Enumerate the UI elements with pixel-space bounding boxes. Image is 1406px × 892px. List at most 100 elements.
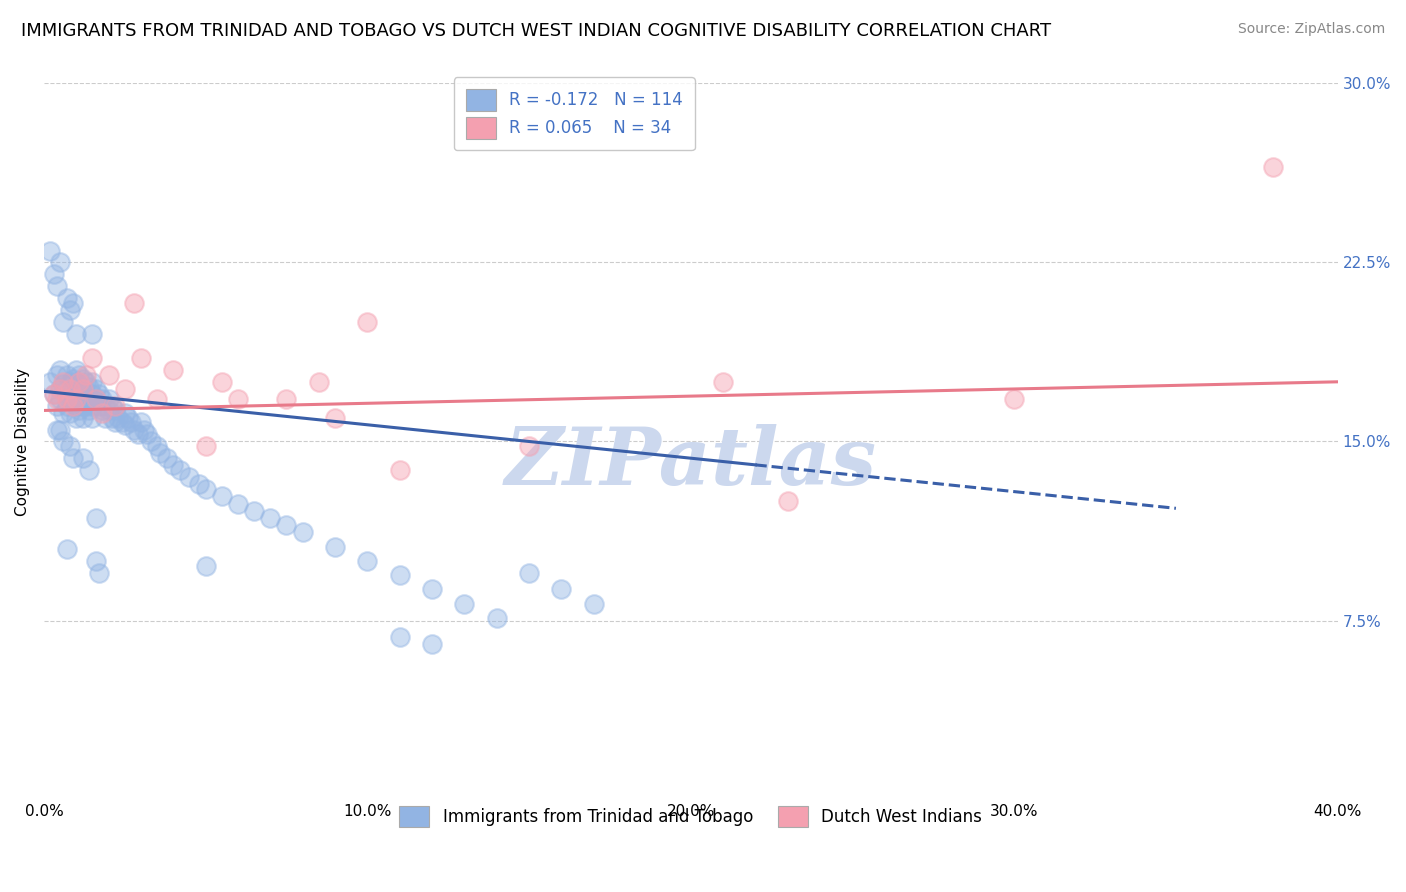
Point <box>84 392 107 406</box>
Point <box>388 463 411 477</box>
Point <box>72 372 94 386</box>
Point <box>485 611 508 625</box>
Point <box>59 392 82 406</box>
Point <box>39 375 62 389</box>
Point <box>129 351 152 365</box>
Point <box>420 582 443 597</box>
Point <box>82 399 104 413</box>
Point <box>72 386 94 401</box>
Point <box>162 458 184 473</box>
Point <box>188 477 211 491</box>
Point <box>356 315 378 329</box>
Point <box>82 327 104 342</box>
Point <box>87 399 110 413</box>
Point <box>65 375 87 389</box>
Point <box>45 368 67 382</box>
Point <box>55 386 77 401</box>
Point <box>243 504 266 518</box>
Point <box>49 255 72 269</box>
Point <box>97 368 120 382</box>
Point <box>91 403 114 417</box>
Point <box>69 375 91 389</box>
Point <box>356 554 378 568</box>
Point <box>114 382 136 396</box>
Point <box>156 451 179 466</box>
Point <box>550 582 572 597</box>
Point <box>149 446 172 460</box>
Point <box>69 368 91 382</box>
Point <box>517 439 540 453</box>
Point <box>323 410 346 425</box>
Point <box>62 399 84 413</box>
Point <box>62 372 84 386</box>
Point <box>94 410 117 425</box>
Point <box>146 439 169 453</box>
Point <box>104 416 127 430</box>
Point <box>776 494 799 508</box>
Point <box>146 392 169 406</box>
Point <box>55 541 77 556</box>
Point <box>49 423 72 437</box>
Point <box>42 386 65 401</box>
Text: ZIPatlas: ZIPatlas <box>505 425 877 501</box>
Point <box>308 375 330 389</box>
Point <box>114 406 136 420</box>
Point <box>69 392 91 406</box>
Point <box>52 406 75 420</box>
Point <box>72 410 94 425</box>
Point <box>97 403 120 417</box>
Point <box>59 375 82 389</box>
Point <box>42 386 65 401</box>
Point <box>45 399 67 413</box>
Point <box>65 392 87 406</box>
Point <box>291 525 314 540</box>
Point <box>65 399 87 413</box>
Point <box>45 423 67 437</box>
Point <box>84 554 107 568</box>
Y-axis label: Cognitive Disability: Cognitive Disability <box>15 368 30 516</box>
Point <box>52 377 75 392</box>
Point <box>127 427 149 442</box>
Point <box>62 382 84 396</box>
Point <box>323 540 346 554</box>
Point <box>1002 392 1025 406</box>
Point <box>82 351 104 365</box>
Point <box>87 386 110 401</box>
Point <box>62 451 84 466</box>
Point <box>94 399 117 413</box>
Point <box>711 375 734 389</box>
Point <box>49 382 72 396</box>
Point <box>72 451 94 466</box>
Point <box>59 406 82 420</box>
Point <box>162 363 184 377</box>
Text: Source: ZipAtlas.com: Source: ZipAtlas.com <box>1237 22 1385 37</box>
Point <box>77 403 100 417</box>
Point <box>59 439 82 453</box>
Point <box>77 463 100 477</box>
Point <box>97 392 120 406</box>
Point <box>388 630 411 644</box>
Point <box>69 403 91 417</box>
Point <box>194 482 217 496</box>
Point <box>194 439 217 453</box>
Point <box>45 392 67 406</box>
Point <box>55 399 77 413</box>
Point <box>114 417 136 432</box>
Point <box>110 416 132 430</box>
Point <box>42 268 65 282</box>
Point <box>211 489 233 503</box>
Point <box>87 566 110 580</box>
Point <box>226 392 249 406</box>
Point <box>72 399 94 413</box>
Point <box>84 382 107 396</box>
Point <box>101 410 124 425</box>
Point <box>91 392 114 406</box>
Point <box>52 315 75 329</box>
Point <box>62 392 84 406</box>
Point <box>124 296 146 310</box>
Point <box>101 399 124 413</box>
Point <box>84 393 107 408</box>
Point <box>120 416 142 430</box>
Point <box>104 399 127 413</box>
Point <box>65 327 87 342</box>
